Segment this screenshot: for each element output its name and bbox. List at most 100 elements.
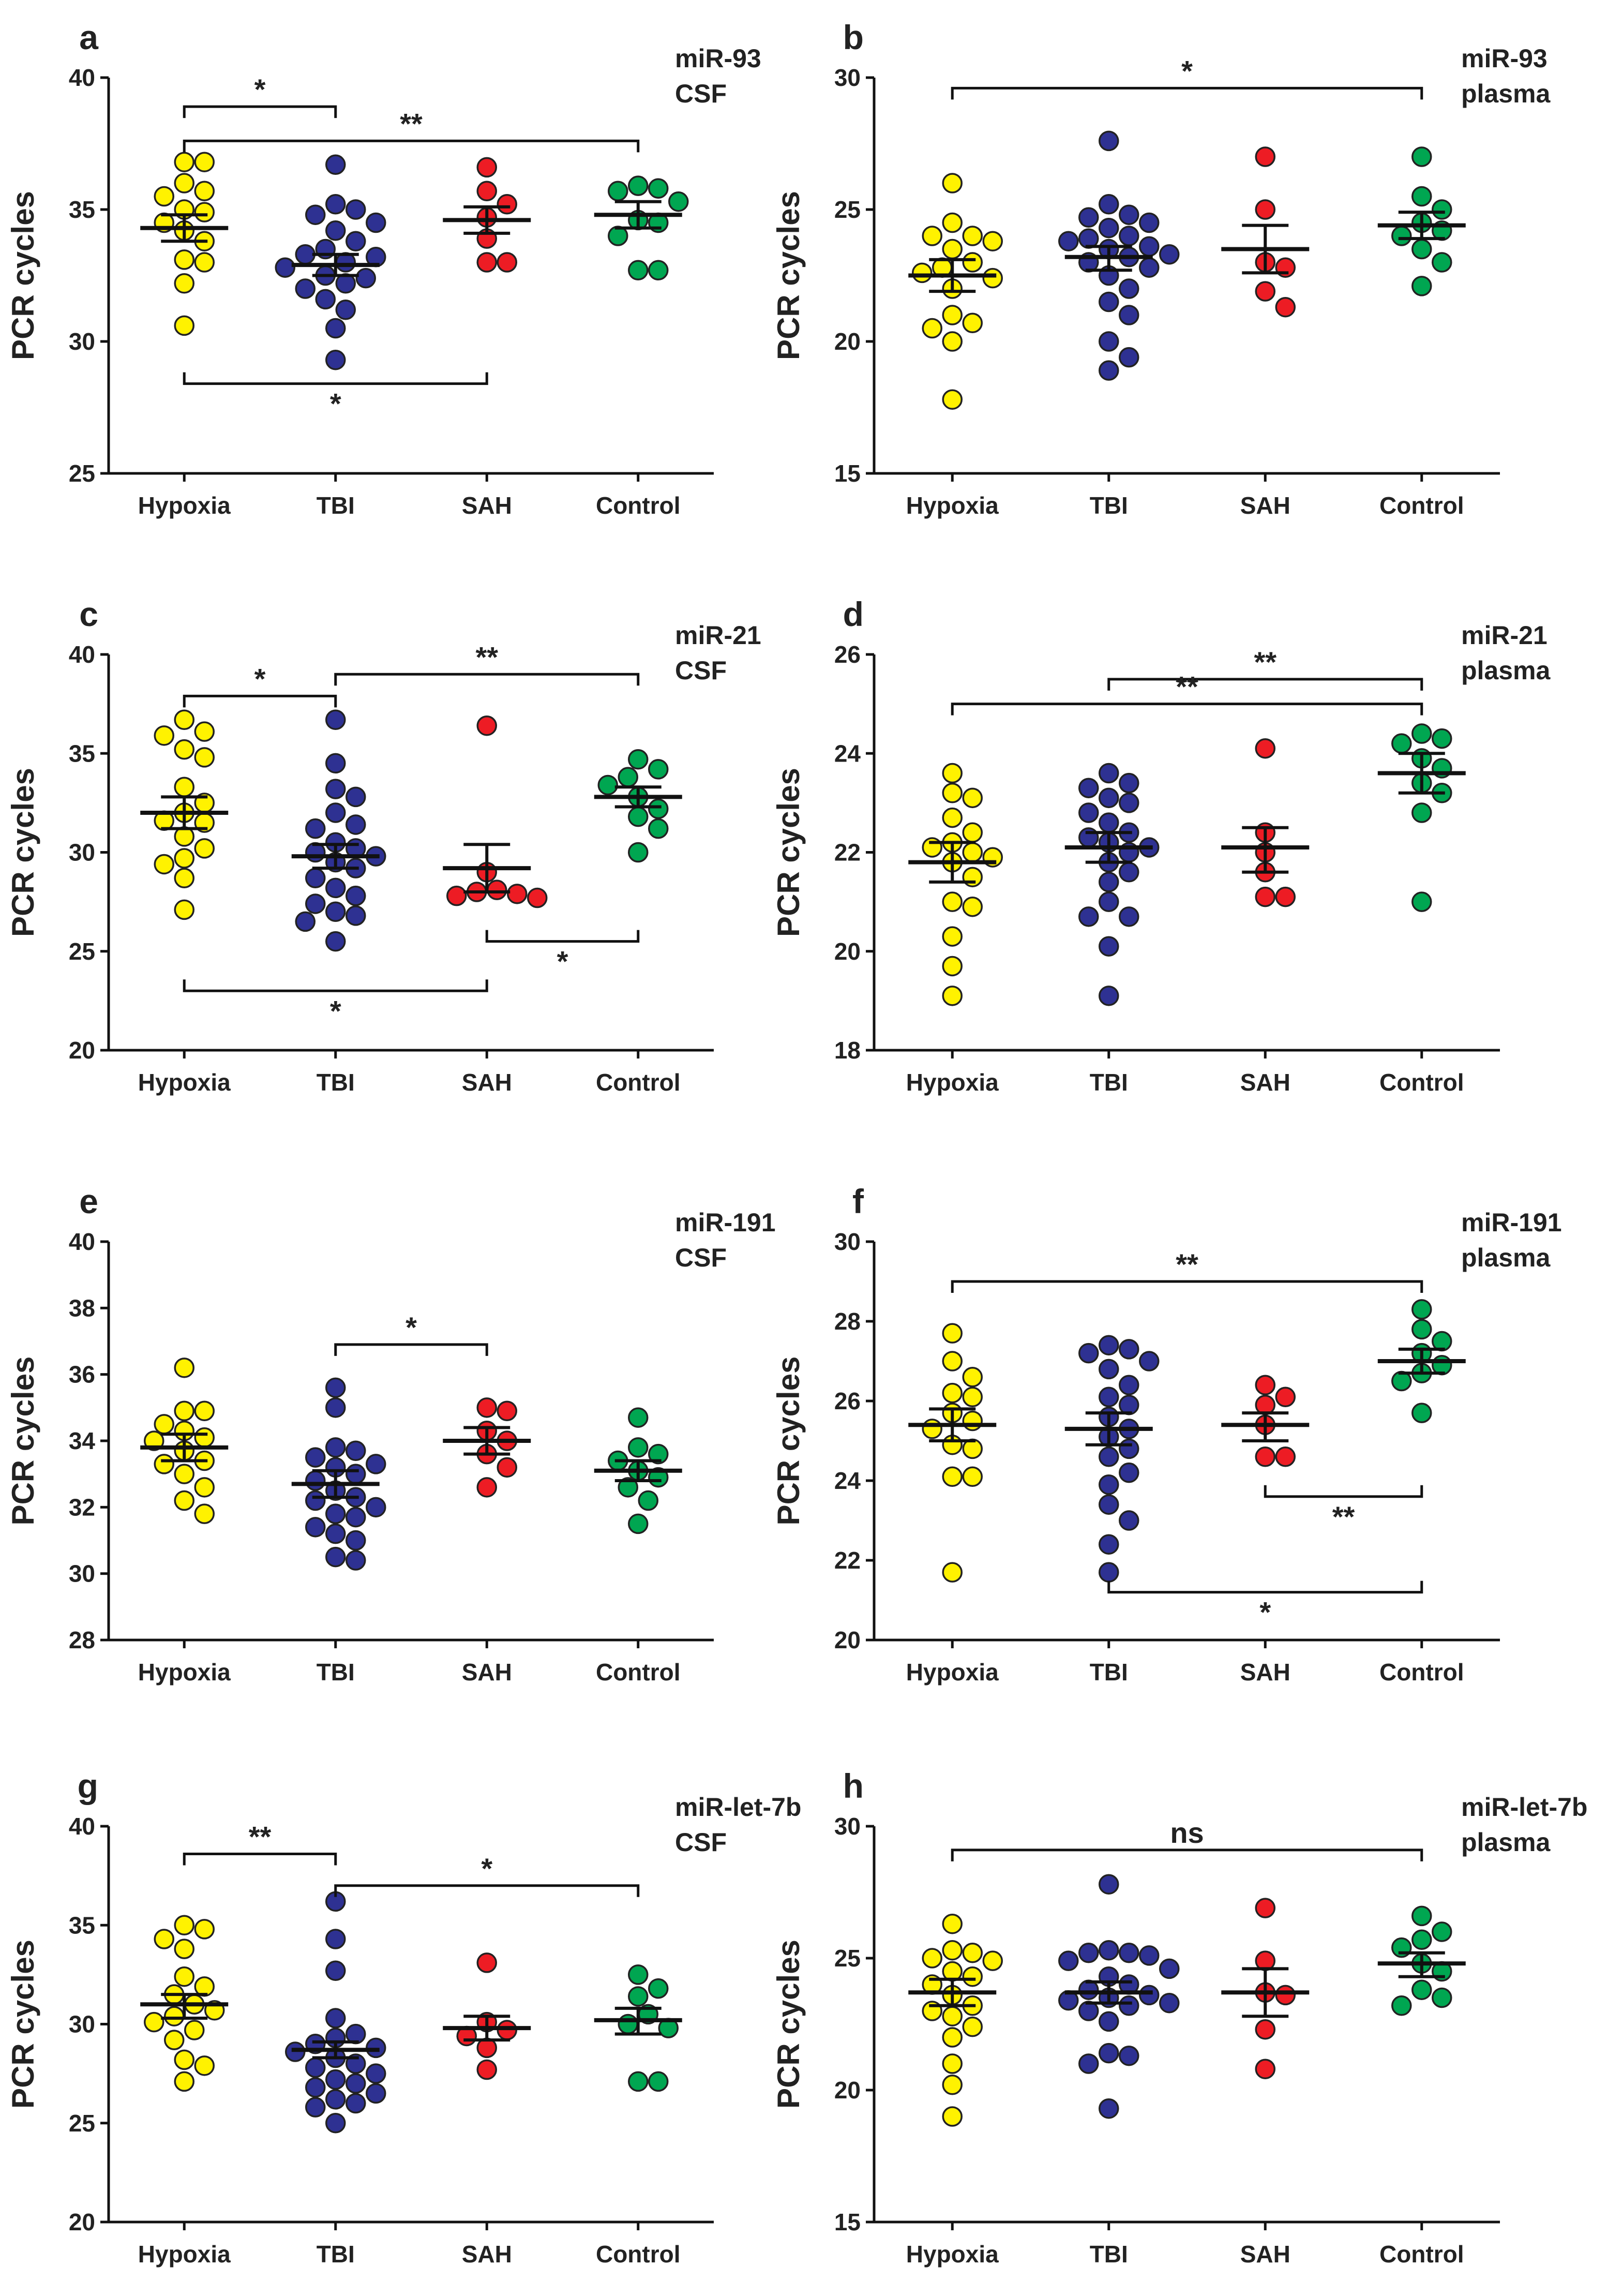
panel-e-point-tbi [305,1490,326,1511]
panel-f-point-hypoxia [962,1367,983,1388]
panel-a-point-sah [476,181,497,202]
panel-a-significance-bracket [183,105,337,118]
panel-d-category-label: SAH [1240,1069,1290,1096]
panel-e-y-tick-label: 28 [69,1627,95,1653]
panel-e-point-tbi [305,1517,326,1538]
panel-h-point-tbi [1078,1943,1099,1963]
panel-b-point-hypoxia [982,231,1003,251]
panel-e-point-tbi [325,1523,346,1544]
panel-g-point-tbi [325,2113,346,2134]
panel-g-point-hypoxia [194,2055,215,2076]
panel-h-point-hypoxia [942,2027,963,2048]
panel-a-point-control [628,175,649,196]
panel-d-point-tbi [1119,793,1139,813]
panel-g-point-hypoxia [174,1966,194,1987]
panel-h-point-hypoxia [942,2053,963,2074]
panel-b-point-control [1391,226,1412,246]
panel-a-point-hypoxia [174,173,194,193]
panel-d-category-label: TBI [1090,1069,1128,1096]
panel-f: 20 22 24 26 28 30 PCR cycles f miR-191 plasma Hypo… [771,1182,1562,1686]
panel-a-significance-bracket [183,372,488,385]
panel-c-y-tick-label: 25 [69,938,95,965]
panel-h-point-control [1432,1921,1452,1942]
panel-e-letter: e [79,1182,98,1220]
panel-b-title: miR-93 [1461,44,1548,73]
panel-c-point-hypoxia [174,739,194,760]
panel-a-point-tbi [315,289,336,310]
panel-e-point-tbi [325,1377,346,1398]
panel-b-point-tbi [1159,244,1180,265]
panel-d-point-control [1411,723,1432,744]
panel-h-point-tbi [1099,2098,1119,2119]
panel-b-point-control [1411,276,1432,296]
panel-f-category-label: TBI [1090,1659,1128,1686]
panel-a-point-control [628,260,649,281]
panel-f-significance-bracket [1264,1485,1423,1498]
panel-c-point-control [648,759,669,780]
panel-f-significance-label: ** [1176,1248,1198,1280]
panel-a-point-tbi [305,204,326,225]
panel-h-point-sah [1275,1985,1296,2006]
panel-b-subtitle: plasma [1461,79,1551,108]
panel-b-point-tbi [1139,236,1160,257]
panel-f-point-tbi [1139,1351,1160,1371]
panel-f-category-label: Control [1379,1659,1464,1686]
panel-e-category-label: TBI [317,1659,355,1686]
panel-f-point-tbi [1119,1375,1139,1395]
panel-a-point-tbi [366,212,386,233]
panel-g-point-tbi [366,2083,386,2104]
panel-e-point-tbi [346,1550,366,1571]
panel-e-point-control [628,1437,649,1458]
panel-c-point-tbi [325,877,346,899]
panel-d-point-hypoxia [942,763,963,784]
panel-d-point-tbi [1099,812,1119,833]
panel-h-point-control [1411,1929,1432,1950]
panel-h-point-tbi [1099,1874,1119,1895]
panel-e-point-sah [476,1397,497,1418]
panel-d-point-hypoxia [962,842,983,863]
panel-d-point-tbi [1099,891,1119,912]
panel-f-y-axis-label: PCR cycles [771,1356,806,1526]
panel-d: 18 20 22 24 26 PCR cycles d miR-21 plasma Hypoxia… [771,595,1551,1096]
panel-e-y-tick-label: 30 [69,1560,95,1587]
panel-e-point-tbi [366,1454,386,1474]
panel-d-point-hypoxia [942,956,963,977]
panel-h-point-tbi [1159,1958,1180,1979]
panel-f-point-tbi [1078,1343,1099,1364]
panel-h-point-hypoxia [942,1913,963,1934]
panel-c-point-tbi [346,814,366,835]
panel-e-point-sah [497,1400,517,1421]
panel-h-y-tick-label: 30 [834,1813,861,1840]
panel-h-point-hypoxia [942,1940,963,1961]
panel-h-significance-label: ns [1170,1816,1204,1849]
panel-e-point-tbi [346,1440,366,1461]
panel-e-title: miR-191 [675,1208,776,1237]
panel-h-point-hypoxia [922,1948,942,1969]
panel-g-point-tbi [325,2069,346,2090]
panel-c-significance-label: ** [475,640,498,673]
panel-f-point-control [1411,1403,1432,1423]
panel-e-point-hypoxia [154,1414,174,1435]
panel-e-y-tick-label: 34 [69,1427,96,1454]
panel-f-point-sah [1255,1375,1275,1395]
panel-h: 15 20 25 30 PCR cycles h miR-let-7b plasma Hypox… [771,1767,1587,2268]
panel-g-point-hypoxia [194,1919,215,1940]
panel-d-significance-bracket [951,703,1423,715]
panel-b-point-tbi [1119,226,1139,246]
panel-g-point-sah [476,1952,497,1973]
panel-a-point-sah [497,194,517,215]
panel-e-significance-label: * [405,1311,417,1344]
panel-e-point-hypoxia [174,1358,194,1378]
panel-g-y-axis-label: PCR cycles [6,1940,40,2109]
panel-b-point-control [1432,199,1452,220]
panel-g-letter: g [78,1767,98,1805]
panel-b-point-control [1432,252,1452,273]
panel-e-point-tbi [346,1464,366,1484]
panel-e-point-sah [497,1457,517,1478]
panel-d-point-hypoxia [942,926,963,947]
panel-a-point-control [668,191,689,212]
panel-h-point-hypoxia [942,2006,963,2026]
panel-c-y-axis-label: PCR cycles [6,768,40,937]
panel-f-y-tick-label: 24 [834,1467,861,1494]
panel-d-y-axis-label: PCR cycles [771,768,806,937]
